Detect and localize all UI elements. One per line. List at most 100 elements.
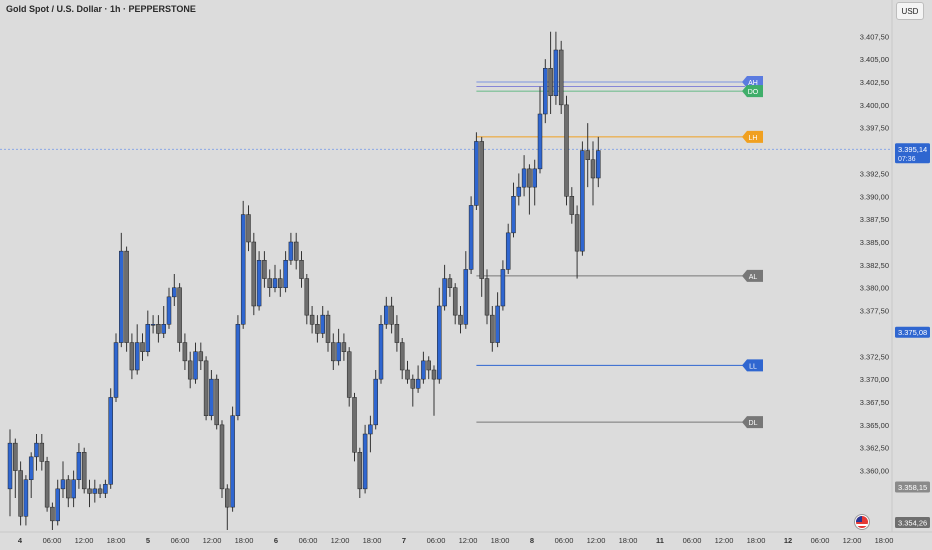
candle-body xyxy=(293,241,299,261)
candle xyxy=(474,132,479,210)
candle xyxy=(103,479,108,498)
price-badge: 3.375,08 xyxy=(895,326,930,338)
candle xyxy=(145,310,151,357)
candle-body xyxy=(60,479,66,490)
x-tick-label: 5 xyxy=(146,536,150,545)
candle-body xyxy=(352,397,357,453)
candle-body xyxy=(209,378,214,416)
y-tick-label: 3.377,50 xyxy=(860,307,889,316)
candle-body xyxy=(384,305,389,325)
candle-body xyxy=(437,305,442,380)
level-tag: LL xyxy=(742,359,763,372)
candle-body xyxy=(76,452,82,480)
x-tick-label: 12:00 xyxy=(203,536,222,545)
candle xyxy=(166,287,172,329)
candle xyxy=(558,40,564,114)
candle xyxy=(325,310,331,352)
candle-body xyxy=(357,452,363,490)
candle-body xyxy=(373,378,378,426)
x-tick-label: 18:00 xyxy=(363,536,382,545)
price-badges: 3.395,14 07:36 3.375,08 3.358,15 3.354,26 xyxy=(895,143,930,529)
candle-body xyxy=(145,324,151,352)
candle xyxy=(548,31,553,114)
candle-body xyxy=(415,378,421,389)
time-axis: 4 06:00 12:00 18:00 5 06:00 12:00 18:00 6 06:00 12… xyxy=(18,536,893,545)
candle xyxy=(214,374,219,430)
candle xyxy=(336,328,341,366)
candle xyxy=(50,502,55,530)
candle xyxy=(426,356,431,380)
candle-body xyxy=(187,360,193,380)
candle-body xyxy=(172,287,177,298)
candle-body xyxy=(92,488,98,494)
candle-body xyxy=(81,452,87,490)
x-tick-label: 12:00 xyxy=(715,536,734,545)
x-tick-label: 12:00 xyxy=(75,536,94,545)
x-tick-label: 18:00 xyxy=(491,536,510,545)
candle xyxy=(44,456,50,512)
candle-body xyxy=(378,324,384,380)
candle-body xyxy=(458,314,463,325)
candle xyxy=(7,429,13,517)
candle-body xyxy=(71,479,76,499)
level-tag-label: AL xyxy=(749,274,758,281)
candle xyxy=(389,296,394,334)
candle xyxy=(490,306,495,352)
candle xyxy=(225,484,230,530)
level-tag-label: AH xyxy=(748,80,758,87)
price-badge-box xyxy=(895,481,930,493)
y-tick-label: 3.365,00 xyxy=(860,421,889,430)
currency-button[interactable]: USD xyxy=(896,2,924,20)
candle-body xyxy=(55,488,60,522)
us-flag-icon[interactable] xyxy=(855,515,869,529)
level-tag-label: DL xyxy=(749,420,758,427)
x-tick-label: 06:00 xyxy=(683,536,702,545)
candle-body xyxy=(362,433,368,490)
candle-body xyxy=(235,324,241,416)
y-tick-label: 3.372,50 xyxy=(860,352,889,361)
candle-body xyxy=(537,113,543,170)
levels-layer: AH DO LH AL LL DL xyxy=(476,76,763,429)
price-badge-value: 3.354,26 xyxy=(898,519,927,528)
candle xyxy=(463,251,469,329)
candle-body xyxy=(331,342,336,362)
candle-body xyxy=(97,488,103,494)
candle xyxy=(399,338,405,380)
y-tick-label: 3.390,00 xyxy=(860,192,889,201)
candle xyxy=(272,264,278,293)
candle xyxy=(134,324,140,375)
candle xyxy=(71,470,76,508)
candle xyxy=(378,315,384,384)
candle xyxy=(66,475,71,508)
candle xyxy=(511,182,516,238)
candle xyxy=(113,333,119,402)
candle-body xyxy=(113,342,119,398)
level-tag-label: DO xyxy=(748,89,759,96)
candle-body xyxy=(193,351,198,380)
y-tick-label: 3.380,00 xyxy=(860,284,889,293)
price-badge-value: 3.375,08 xyxy=(898,328,927,337)
candle xyxy=(484,269,490,325)
price-badge-value: 3.395,14 xyxy=(898,145,927,154)
candle-body xyxy=(564,104,569,197)
level-tag-shape xyxy=(742,416,763,429)
candle-body xyxy=(468,205,474,270)
candle-body xyxy=(558,49,564,106)
y-tick-label: 3.387,50 xyxy=(860,215,889,224)
candle-body xyxy=(150,324,156,326)
candle xyxy=(373,370,378,430)
candle-body xyxy=(44,461,50,508)
candle xyxy=(172,274,177,306)
x-tick-label: 12 xyxy=(784,536,792,545)
y-tick-label: 3.362,50 xyxy=(860,444,889,453)
y-tick-label: 3.407,50 xyxy=(860,32,889,41)
candle-body xyxy=(516,186,522,197)
x-tick-label: 06:00 xyxy=(811,536,830,545)
candle xyxy=(405,360,410,384)
candle-body xyxy=(39,442,45,462)
candle xyxy=(23,475,29,526)
candle xyxy=(193,342,198,384)
candle-body xyxy=(267,278,272,288)
candle-body xyxy=(580,150,585,252)
